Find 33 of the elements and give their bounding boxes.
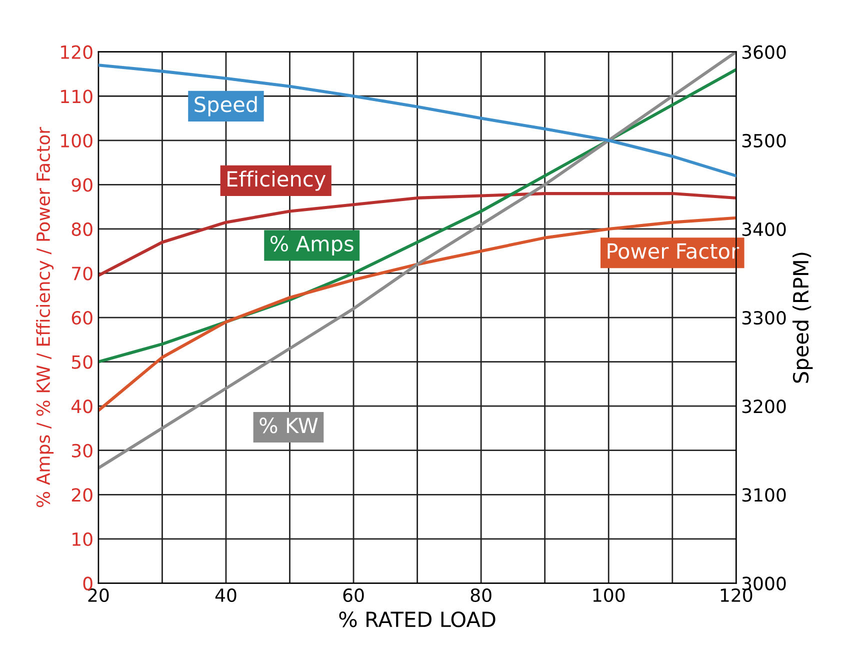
- x-tick-label: 120: [720, 588, 752, 602]
- y-tick-label: 30: [72, 444, 92, 458]
- y-tick-label: 80: [72, 222, 92, 236]
- y-tick-label: 70: [72, 266, 92, 280]
- x-axis-title: % RATED LOAD: [339, 611, 496, 628]
- y2-tick-label: 3400: [742, 222, 786, 236]
- y2-tick-label: 3200: [742, 400, 786, 414]
- y2-axis-title: Speed (RPM): [792, 252, 813, 383]
- series-label: Efficiency: [228, 170, 326, 191]
- y2-tick-label: 3500: [742, 134, 786, 148]
- y-tick-label: 10: [72, 532, 92, 546]
- y2-tick-label: 3300: [742, 310, 786, 325]
- y-tick-label: 100: [61, 134, 92, 148]
- y-tick-label: 90: [72, 178, 92, 192]
- y-axis-title: % Amps / % KW / Efficiency / Power Factor: [36, 126, 54, 508]
- x-tick-label: 100: [593, 588, 625, 602]
- y2-tick-label: 3000: [742, 576, 786, 590]
- y2-tick-label: 3600: [742, 45, 786, 59]
- x-tick-label: 80: [470, 588, 492, 602]
- y-tick-label: 0: [83, 576, 92, 590]
- x-tick-label: 20: [88, 588, 109, 602]
- x-tick-label: 40: [215, 588, 236, 602]
- y-tick-label: 40: [71, 400, 92, 414]
- series-label: % Amps: [270, 236, 354, 256]
- series-label: Speed: [194, 96, 257, 116]
- y-tick-label: 50: [72, 355, 92, 369]
- y-tick-label: 20: [72, 488, 92, 502]
- text: % KW: [260, 418, 318, 434]
- y-tick-label: 110: [61, 90, 92, 104]
- x-tick-label: 60: [343, 588, 364, 602]
- y2-tick-label: 3100: [742, 488, 786, 502]
- y-tick-label: 120: [61, 45, 92, 59]
- y-tick-label: 60: [72, 310, 92, 325]
